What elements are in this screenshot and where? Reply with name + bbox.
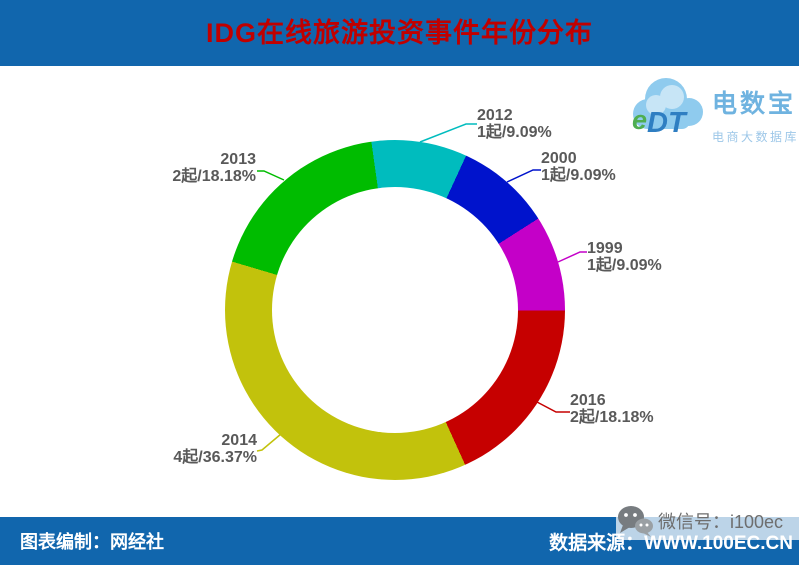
slice-year: 2016 <box>570 392 606 409</box>
brand-logo: e DT 电数宝 电商大数据库 <box>626 72 799 145</box>
slice-value: 1起/9.09% <box>541 167 616 184</box>
cloud-icon: e DT <box>632 78 703 138</box>
slice-year: 2013 <box>220 151 256 168</box>
slice-value: 1起/9.09% <box>587 257 662 274</box>
slice-year: 1999 <box>587 240 623 257</box>
slice-label-2014: 2014 4起/36.37% <box>117 432 257 466</box>
wechat-badge: 微信号：i100ec <box>616 502 799 540</box>
wechat-id-label: 微信号：i100ec <box>658 512 784 532</box>
slice-label-1999: 1999 1起/9.09% <box>587 240 662 274</box>
logo-letters-dt: DT <box>647 107 688 138</box>
slice-year: 2000 <box>541 150 577 167</box>
footer-credit: 图表编制：网经社 <box>20 532 164 552</box>
slice-year: 2012 <box>477 107 513 124</box>
donut-chart <box>225 140 565 480</box>
slice-value: 4起/36.37% <box>173 449 257 466</box>
slice-value: 2起/18.18% <box>570 409 654 426</box>
slice-label-2012: 2012 1起/9.09% <box>477 107 552 141</box>
slice-label-2013: 2013 2起/18.18% <box>116 151 256 185</box>
slice-label-2000: 2000 1起/9.09% <box>541 150 616 184</box>
slice-year: 2014 <box>221 432 257 449</box>
brand-name: 电数宝 <box>712 90 797 118</box>
page-title: IDG在线旅游投资事件年份分布 <box>205 18 593 48</box>
wechat-icon <box>618 506 653 537</box>
donut-hole <box>272 187 518 433</box>
brand-text-block: 电数宝 电商大数据库 <box>712 72 799 145</box>
brand-subtitle: 电商大数据库 <box>712 130 799 144</box>
header-bar: IDG在线旅游投资事件年份分布 <box>0 0 799 66</box>
logo-letter-e: e <box>632 105 647 135</box>
slice-label-2016: 2016 2起/18.18% <box>570 392 654 426</box>
slice-value: 2起/18.18% <box>172 168 256 185</box>
slice-value: 1起/9.09% <box>477 124 552 141</box>
